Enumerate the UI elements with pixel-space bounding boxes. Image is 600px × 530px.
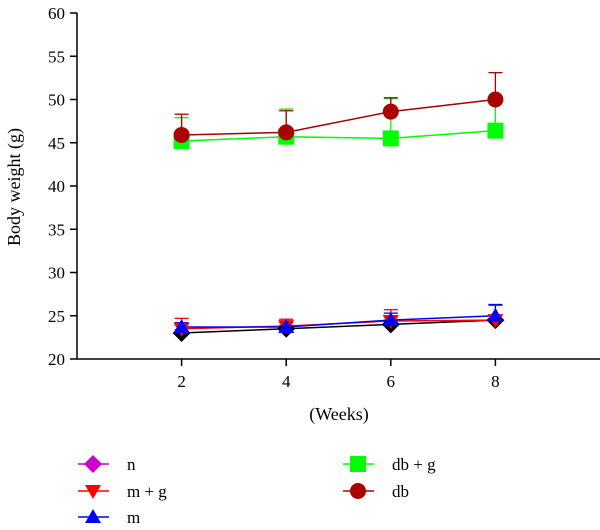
series-line <box>181 319 496 334</box>
legend-label: m <box>127 508 140 527</box>
y-tick-label: 20 <box>48 350 65 369</box>
data-point <box>487 307 504 322</box>
data-point <box>382 130 399 147</box>
legend-item-0: n <box>78 455 136 474</box>
legend-item-4: db <box>343 482 409 501</box>
data-point <box>278 318 295 333</box>
data-point <box>173 126 190 143</box>
series-line <box>181 315 496 328</box>
legend-label: n <box>127 455 136 474</box>
legend-label: db + g <box>392 455 436 474</box>
legend-marker <box>85 485 101 499</box>
series-markers-2 <box>173 307 504 333</box>
y-tick-label: 25 <box>48 307 65 326</box>
series-line <box>181 129 496 142</box>
x-tick-label: 2 <box>177 372 186 391</box>
data-point <box>487 91 504 108</box>
data-point <box>278 124 295 141</box>
series-markers-4 <box>173 91 504 143</box>
y-tick-label: 60 <box>48 4 65 23</box>
y-tick-label: 35 <box>48 220 65 239</box>
legend-marker <box>350 483 366 499</box>
legend-label: m + g <box>127 482 167 501</box>
data-point <box>487 122 504 139</box>
series-4 <box>174 72 503 136</box>
legend: n m + g m db + g db <box>78 455 436 527</box>
axes: 20 25 30 35 40 45 50 55 60 2 4 6 8 <box>48 4 600 391</box>
x-tick-label: 6 <box>387 372 396 391</box>
x-axis-title: (Weeks) <box>309 404 369 425</box>
y-tick-label: 55 <box>48 47 65 66</box>
legend-marker <box>350 456 366 472</box>
data-point <box>173 318 190 333</box>
series-2 <box>174 303 503 328</box>
x-tick-label: 8 <box>491 372 500 391</box>
series-line <box>181 98 496 136</box>
y-tick-label: 45 <box>48 134 65 153</box>
data-point <box>382 103 399 120</box>
plot-area <box>172 72 505 343</box>
y-axis-title: Body weight (g) <box>4 128 25 246</box>
legend-item-1: m + g <box>78 482 167 501</box>
x-tick-label: 4 <box>282 372 291 391</box>
y-tick-label: 50 <box>48 91 65 110</box>
legend-marker <box>84 455 102 473</box>
series-0 <box>174 315 503 334</box>
legend-item-2: m <box>78 508 140 527</box>
legend-label: db <box>392 482 409 501</box>
legend-marker <box>85 509 101 523</box>
y-tick-label: 40 <box>48 177 65 196</box>
y-tick-label: 30 <box>48 264 65 283</box>
series-markers-3 <box>173 122 504 150</box>
legend-item-3: db + g <box>343 455 436 474</box>
data-point <box>382 312 399 327</box>
